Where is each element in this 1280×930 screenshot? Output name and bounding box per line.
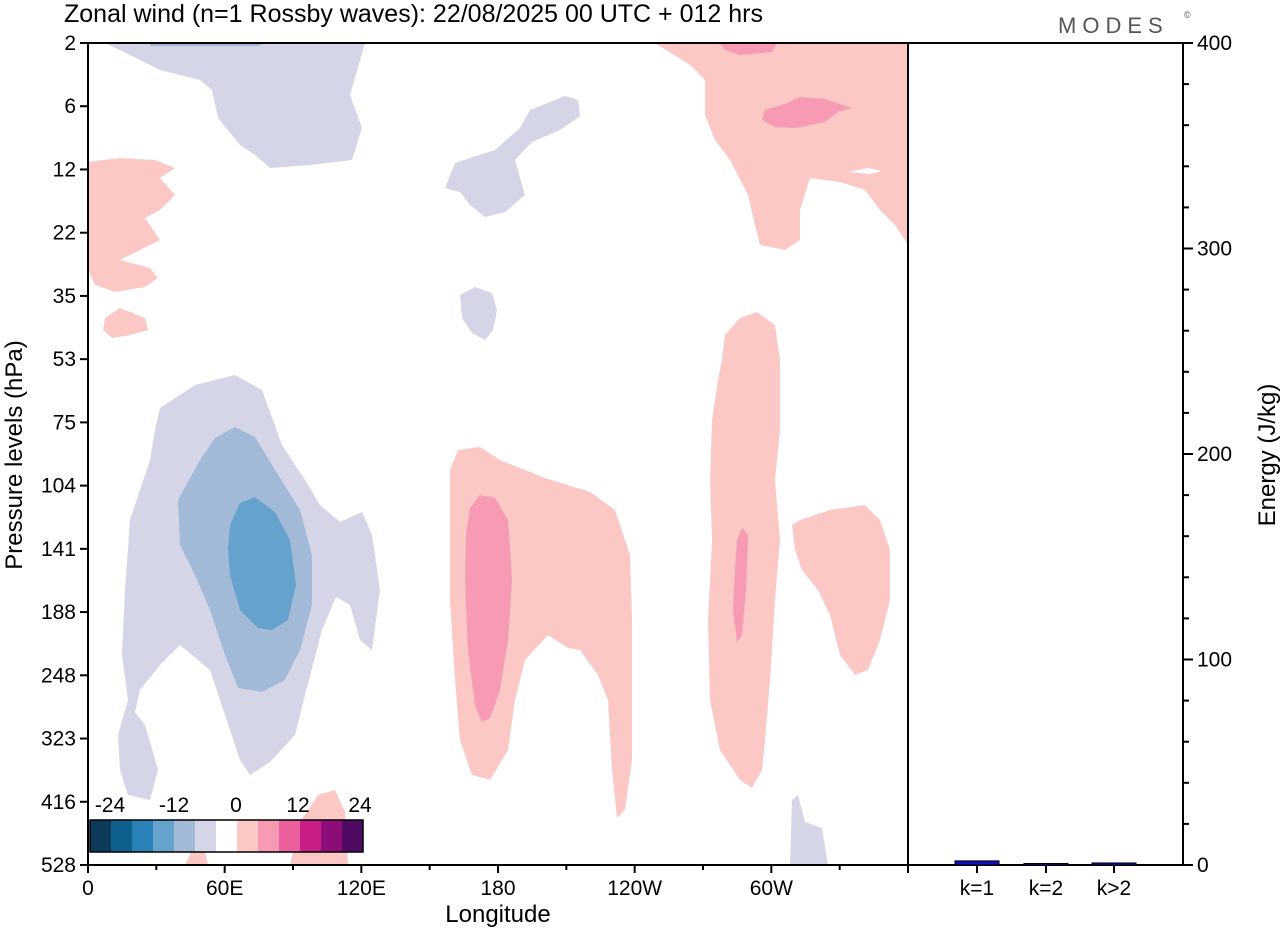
energy-category-label: k=2	[1029, 877, 1063, 900]
pos-region-core-center	[465, 495, 512, 722]
pos-region-right-lobe	[792, 505, 890, 675]
y-tick-label: 53	[53, 348, 76, 371]
y-tick-label: 35	[53, 285, 76, 308]
energy-bar	[1091, 862, 1137, 866]
y-tick-label: 12	[53, 158, 76, 181]
y-tick-label: 416	[41, 791, 76, 814]
energy-tick-label: 300	[1197, 238, 1232, 261]
x-tick-label: 0	[82, 877, 94, 900]
pos-region-left-small	[103, 308, 148, 338]
energy-bars: k=1 k=2 k>2	[954, 860, 1137, 900]
colorbar-swatch	[237, 820, 258, 852]
y-tick-label: 6	[64, 95, 76, 118]
y-tick-label: 248	[41, 664, 76, 687]
y-tick-label: 2	[64, 32, 76, 55]
colorbar-swatch	[321, 820, 342, 852]
neg-region-top	[105, 43, 365, 168]
y-tick-label: 75	[53, 411, 76, 434]
y-tick-label: 188	[41, 601, 76, 624]
colorbar-swatch	[111, 820, 132, 852]
colorbar-swatch	[153, 820, 174, 852]
pos-region-top-strip	[720, 43, 777, 55]
energy-category-label: k=1	[960, 877, 994, 900]
x-tick-label: 60W	[750, 877, 793, 900]
y-axis-label: Pressure levels (hPa)	[1, 340, 28, 569]
colorbar-frame	[89, 819, 364, 853]
colorbar-swatch	[342, 820, 363, 852]
contour-field	[88, 43, 908, 865]
neg-region-core	[228, 497, 296, 630]
x-tick-label: 60E	[206, 877, 243, 900]
colorbar-swatch	[216, 820, 237, 852]
x-tick-label: 120E	[337, 877, 386, 900]
pos-region-left-upper	[88, 158, 175, 292]
x-tick-label: 120W	[607, 877, 662, 900]
white-hole-top-right	[848, 168, 882, 174]
colorbar-swatch	[195, 820, 216, 852]
y-tick-label: 323	[41, 728, 76, 751]
pos-region-core-right	[733, 528, 748, 642]
colorbar-swatch	[258, 820, 279, 852]
x-tick-label: 180	[480, 877, 515, 900]
energy-tick-label: 100	[1197, 649, 1232, 672]
chart-title: Zonal wind (n=1 Rossby waves): 22/08/202…	[64, 0, 763, 28]
colorbar-label: -24	[95, 794, 126, 817]
colorbar-label: -12	[159, 794, 189, 817]
energy-bar	[954, 860, 1000, 866]
energy-tick-label: 0	[1197, 854, 1209, 877]
colorbar-label: 24	[348, 794, 372, 817]
pos-region-top-right	[655, 43, 908, 250]
energy-axis-label: Energy (J/kg)	[1254, 384, 1280, 527]
logo-mark: ©	[1184, 10, 1191, 20]
x-axis: 0 60E 120E 180 120W 60W	[82, 865, 909, 900]
pos-region-bottom-small	[185, 850, 208, 865]
energy-category-label: k>2	[1097, 877, 1131, 900]
neg-region-small	[460, 287, 497, 340]
colorbar-label: 0	[230, 794, 242, 817]
colorbar-swatch	[279, 820, 300, 852]
y-tick-label: 528	[41, 854, 76, 877]
y-tick-label: 141	[41, 538, 76, 561]
colorbar-swatch	[90, 820, 111, 852]
colorbar-swatch	[132, 820, 153, 852]
energy-plot-frame	[907, 42, 1184, 866]
colorbar-swatch	[300, 820, 321, 852]
y-tick-label: 104	[41, 475, 76, 498]
logo-text: MODES	[1058, 13, 1169, 38]
y-axis: 2 6 12 22 35 53 75 104 141 188 248 323 416 528	[41, 32, 88, 877]
x-axis-label: Longitude	[445, 901, 550, 928]
neg-region-mid-upper	[445, 96, 580, 217]
neg-region-bottom	[790, 795, 828, 865]
energy-tick-label: 200	[1197, 443, 1232, 466]
colorbar-swatch	[174, 820, 195, 852]
pos-region-core-top	[762, 97, 852, 128]
colorbar: -24 -12 0 12 24	[89, 794, 372, 853]
colorbar-label: 12	[286, 794, 309, 817]
y-tick-label: 22	[53, 222, 76, 245]
energy-bar	[1023, 863, 1069, 866]
energy-tick-label: 400	[1197, 32, 1232, 55]
energy-axis: 0 100 200 300 400	[1183, 32, 1232, 877]
